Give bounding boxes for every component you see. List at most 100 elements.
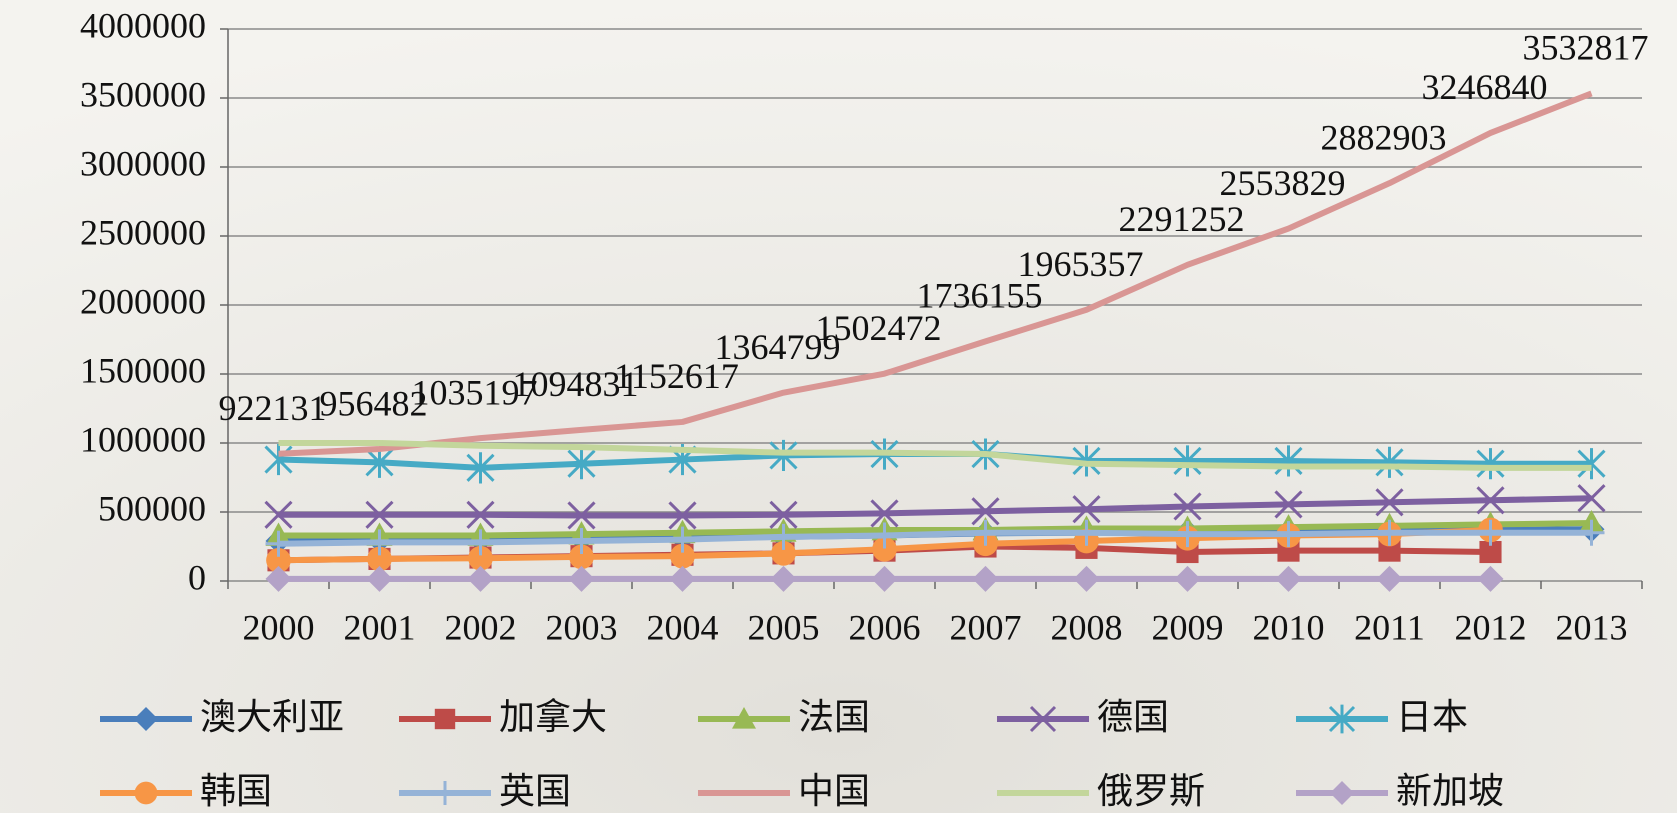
marker <box>1477 565 1504 592</box>
marker <box>1328 704 1356 734</box>
data-label: 2553829 <box>1220 163 1346 203</box>
legend-item: 加拿大 <box>399 697 607 738</box>
marker <box>732 707 756 729</box>
series-line <box>278 440 1592 471</box>
x-tick-label: 2012 <box>1455 607 1527 647</box>
x-tick-label: 2004 <box>647 607 719 647</box>
y-tick-label: 3000000 <box>80 143 206 183</box>
marker <box>1578 519 1605 546</box>
marker <box>972 519 999 546</box>
legend-item: 日本 <box>1296 697 1468 738</box>
data-label: 2291252 <box>1119 199 1245 239</box>
x-tick-label: 2005 <box>748 607 820 647</box>
data-label: 3532817 <box>1523 28 1649 68</box>
marker <box>871 565 898 592</box>
legend-item: 德国 <box>997 697 1169 738</box>
marker <box>1375 488 1404 517</box>
marker <box>1073 565 1100 592</box>
marker <box>466 452 495 484</box>
marker <box>1072 495 1101 524</box>
y-tick-label: 0 <box>188 557 206 597</box>
marker <box>367 546 392 572</box>
marker <box>1275 521 1302 548</box>
data-label: 956482 <box>320 383 428 423</box>
legend-label: 加拿大 <box>499 697 607 738</box>
data-label: 1965357 <box>1018 244 1144 284</box>
data-label: 1152617 <box>614 356 739 396</box>
marker <box>1174 521 1201 548</box>
marker <box>872 536 897 562</box>
marker <box>1476 448 1505 480</box>
marker <box>1029 705 1057 733</box>
marker <box>567 501 596 530</box>
data-label: 1364799 <box>715 327 841 367</box>
x-tick-label: 2006 <box>849 607 921 647</box>
marker <box>467 565 494 592</box>
data-label: 1094831 <box>513 364 639 404</box>
marker <box>366 529 393 556</box>
legend-item: 俄罗斯 <box>997 771 1205 812</box>
marker <box>265 530 292 557</box>
data-label: 2882903 <box>1321 117 1447 157</box>
marker <box>971 497 1000 526</box>
legend-item: 中国 <box>698 771 870 812</box>
legend-label: 法国 <box>798 697 870 738</box>
x-tick-label: 2013 <box>1556 607 1628 647</box>
y-tick-label: 2000000 <box>80 281 206 321</box>
legend-label: 新加坡 <box>1396 771 1504 812</box>
marker <box>266 547 291 573</box>
series-line <box>278 495 1592 519</box>
x-tick-label: 2003 <box>546 607 618 647</box>
marker <box>1479 540 1502 564</box>
marker <box>134 707 158 731</box>
x-tick-label: 2000 <box>243 607 315 647</box>
legend-item: 新加坡 <box>1296 771 1504 812</box>
x-tick-label: 2001 <box>344 607 416 647</box>
marker <box>466 500 495 529</box>
marker <box>365 500 394 529</box>
y-tick-label: 500000 <box>98 488 206 528</box>
legend-label: 中国 <box>798 771 870 812</box>
marker <box>569 544 594 570</box>
data-label: 3246840 <box>1422 67 1548 107</box>
legend-label: 俄罗斯 <box>1097 771 1205 812</box>
x-tick-label: 2011 <box>1354 607 1425 647</box>
x-tick-label: 2007 <box>950 607 1022 647</box>
marker <box>871 522 898 549</box>
marker <box>769 500 798 529</box>
marker <box>972 565 999 592</box>
x-tick-label: 2008 <box>1051 607 1123 647</box>
y-tick-label: 4000000 <box>80 5 206 45</box>
y-tick-label: 1500000 <box>80 350 206 390</box>
marker <box>1073 519 1100 546</box>
marker <box>668 501 697 530</box>
data-label: 1035197 <box>412 372 538 412</box>
marker <box>1376 565 1403 592</box>
x-tick-label: 2009 <box>1152 607 1224 647</box>
x-tick-label: 2002 <box>445 607 517 647</box>
marker <box>770 523 797 550</box>
x-tick-label: 2010 <box>1253 607 1325 647</box>
marker <box>467 529 494 556</box>
data-label: 1736155 <box>917 276 1043 316</box>
legend-label: 澳大利亚 <box>200 697 344 738</box>
marker <box>669 565 696 592</box>
marker <box>1274 490 1303 519</box>
marker <box>134 781 158 805</box>
marker <box>1577 448 1606 480</box>
marker <box>1275 565 1302 592</box>
y-tick-label: 3500000 <box>80 74 206 114</box>
series-line <box>278 90 1593 457</box>
data-label: 1502472 <box>816 308 942 348</box>
legend-label: 日本 <box>1396 697 1468 738</box>
legend-item: 韩国 <box>100 771 272 812</box>
marker <box>568 527 595 554</box>
legend-label: 英国 <box>499 771 571 812</box>
marker <box>468 545 493 571</box>
marker <box>1477 519 1504 546</box>
marker <box>1173 445 1202 477</box>
series-line <box>278 529 1592 547</box>
legend-label: 德国 <box>1097 697 1169 738</box>
